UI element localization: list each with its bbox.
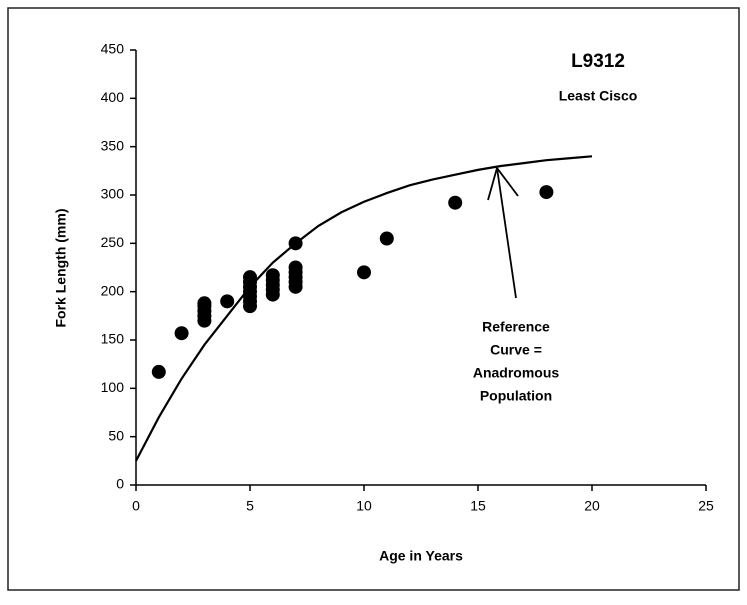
y-tick-label: 250 [101, 234, 125, 250]
annotation-text: Anadromous [473, 365, 560, 381]
y-axis-label: Fork Length (mm) [53, 209, 69, 328]
y-tick-label: 450 [101, 41, 125, 57]
data-point [448, 195, 463, 210]
annotation-text: Reference [482, 319, 550, 335]
annotation-text: Curve = [490, 342, 542, 358]
data-point [379, 231, 394, 246]
x-tick-label: 20 [584, 498, 600, 514]
chart-title: L9312 [571, 51, 625, 72]
x-tick-label: 5 [246, 498, 254, 514]
x-tick-label: 25 [698, 498, 714, 514]
annotation-arrow [487, 166, 519, 299]
data-point [265, 268, 280, 283]
chart-frame [7, 7, 740, 591]
chart-subtitle: Least Cisco [559, 88, 638, 104]
y-tick-label: 150 [101, 331, 125, 347]
arrow-shaft [496, 167, 517, 299]
y-tick-label: 400 [101, 89, 125, 105]
x-tick-label: 10 [356, 498, 372, 514]
data-point [243, 270, 257, 285]
y-tick-label: 350 [101, 137, 125, 153]
data-point [539, 185, 554, 200]
y-tick-label: 200 [101, 282, 125, 298]
data-point [174, 326, 189, 341]
data-point [220, 294, 235, 309]
x-axis-label: Age in Years [379, 548, 463, 564]
arrow-head [487, 166, 519, 201]
y-tick-label: 100 [101, 379, 125, 395]
data-point [197, 296, 212, 311]
data-point [151, 364, 166, 379]
reference-curve [135, 155, 593, 462]
data-point [357, 265, 371, 280]
y-tick-label: 0 [116, 476, 124, 492]
y-tick-label: 50 [108, 427, 124, 443]
y-tick-label: 300 [101, 186, 125, 202]
annotation-text: Population [480, 388, 552, 404]
x-tick-label: 0 [132, 498, 140, 514]
data-point [288, 236, 303, 251]
x-tick-label: 15 [470, 498, 486, 514]
data-point [288, 260, 303, 275]
